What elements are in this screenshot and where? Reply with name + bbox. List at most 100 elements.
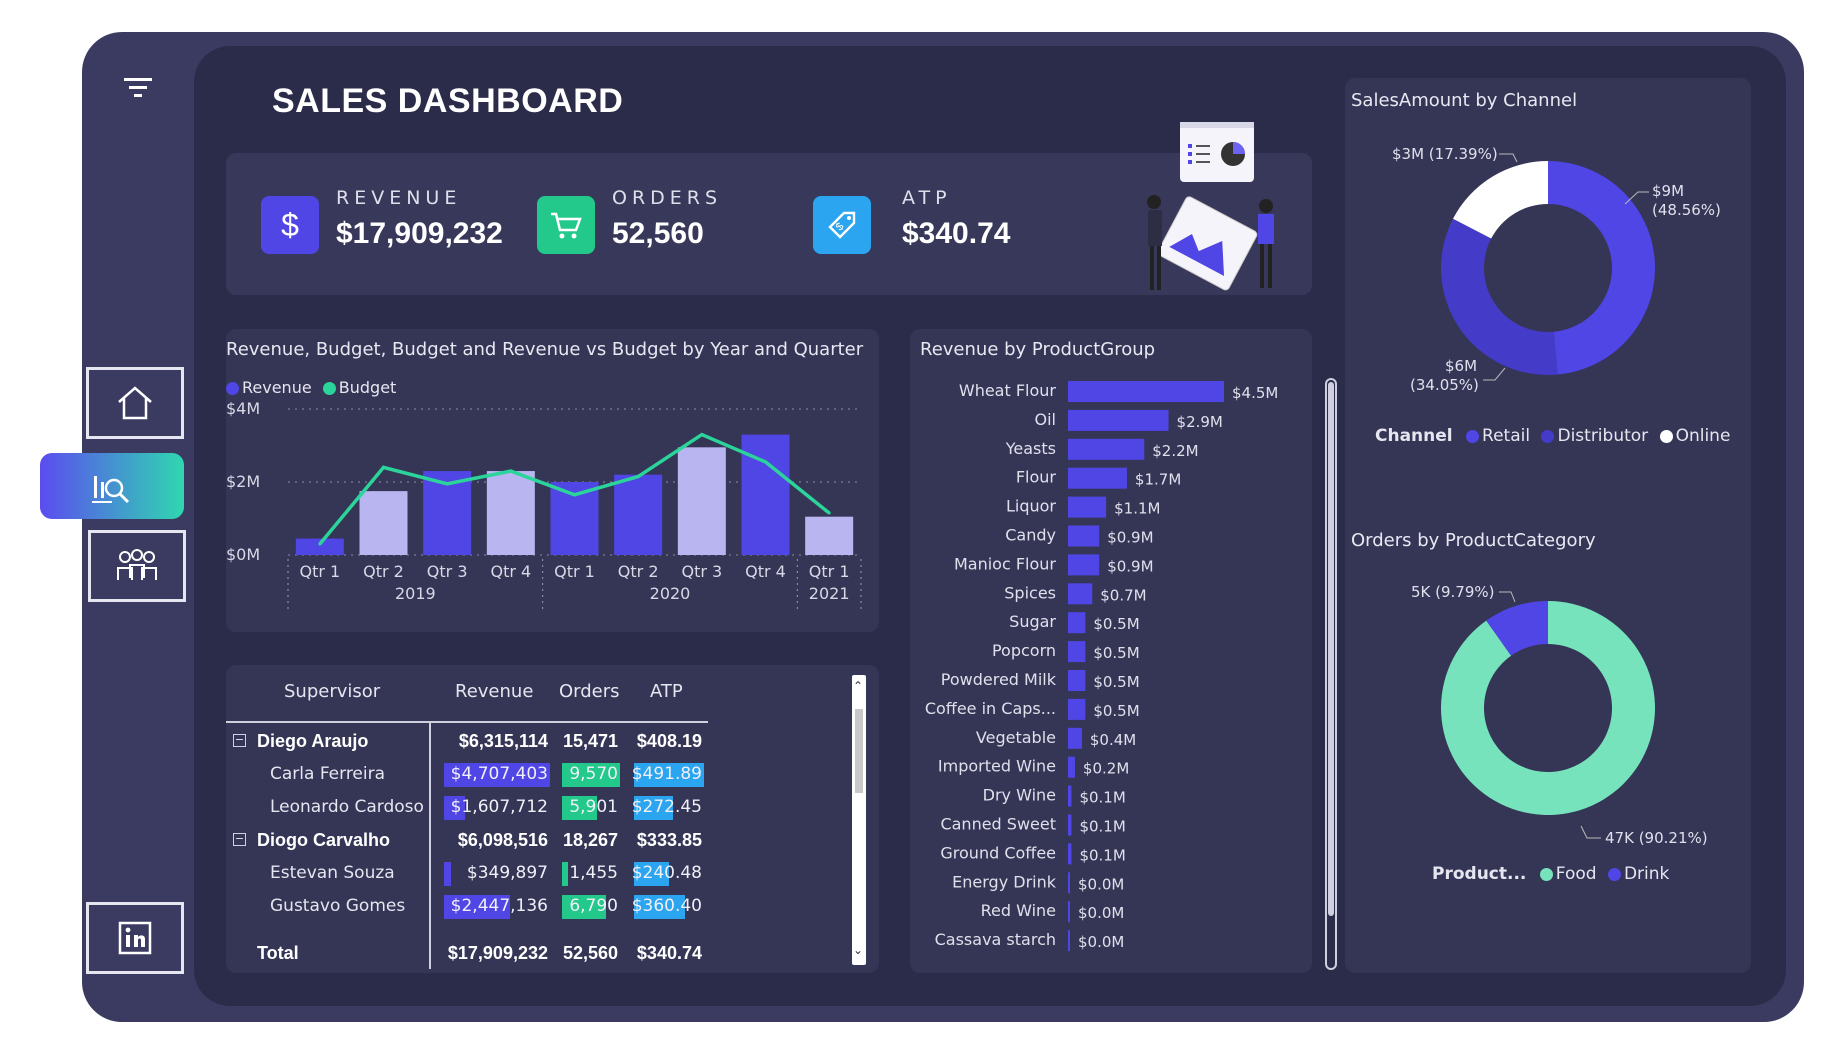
product-bar xyxy=(1068,583,1093,605)
category-title: Orders by ProductCategory xyxy=(1351,530,1596,551)
slice-food xyxy=(1441,601,1655,815)
category-label: Liquor xyxy=(1006,497,1056,516)
data-bar xyxy=(562,796,597,820)
table-group-row[interactable]: − Diego Araujo $6,315,114 15,471 $408.19 xyxy=(226,725,708,758)
slice-label-online: $3M (17.39%) xyxy=(1392,145,1498,163)
supervisor-name: Estevan Souza xyxy=(270,863,395,883)
product-value-label: $0.7M xyxy=(1100,586,1146,604)
col-atp-header[interactable]: ATP xyxy=(650,681,683,702)
dollar-icon: $ xyxy=(261,196,319,254)
cell-atp: $240.48 xyxy=(631,863,702,883)
total-orders: 52,560 xyxy=(562,943,618,963)
linkedin-icon xyxy=(118,921,152,955)
col-supervisor-header[interactable]: Supervisor xyxy=(284,681,381,702)
y-tick-label: $2M xyxy=(226,472,260,491)
category-label: Sugar xyxy=(1009,612,1056,631)
col-revenue-header[interactable]: Revenue xyxy=(455,681,534,702)
product-value-label: $0.5M xyxy=(1093,702,1139,720)
cell-revenue: $6,098,516 xyxy=(457,830,548,850)
data-bar xyxy=(444,763,550,787)
data-bar xyxy=(562,895,606,919)
data-bar xyxy=(634,796,673,820)
kpi-atp-value: $340.74 xyxy=(902,217,1011,250)
category-label: Powdered Milk xyxy=(941,670,1057,689)
revenue-bar xyxy=(741,434,790,555)
revenue-budget-title: Revenue, Budget, Budget and Revenue vs B… xyxy=(226,339,864,360)
nav-analysis-button[interactable] xyxy=(40,453,184,519)
table-total-row: Total $17,909,232 52,560 $340.74 xyxy=(226,939,708,967)
budget-point xyxy=(573,493,576,497)
category-legend-title: Product... xyxy=(1432,864,1527,884)
table-row[interactable]: Gustavo Gomes $2,447,136 6,790 $360.40 xyxy=(226,890,708,921)
x-tick-label: Qtr 1 xyxy=(554,562,595,581)
table-group-row[interactable]: − Diogo Carvalho $6,098,516 18,267 $333.85 xyxy=(226,824,708,857)
data-bar xyxy=(562,763,620,787)
x-tick-label: Qtr 2 xyxy=(363,562,404,581)
channel-donut-chart: $9M(48.56%) $6M(34.05%) $3M (17.39%) xyxy=(1392,145,1721,394)
y-tick-label: $0M xyxy=(226,545,260,564)
legend-retail: Retail xyxy=(1482,426,1531,446)
product-value-label: $0.1M xyxy=(1079,818,1125,836)
nav-team-button[interactable] xyxy=(88,530,186,602)
category-label: Coffee in Caps... xyxy=(925,699,1056,718)
category-label: Wheat Flour xyxy=(959,381,1057,400)
leader-line xyxy=(1624,191,1649,205)
product-group-title: Revenue by ProductGroup xyxy=(920,339,1156,360)
product-value-label: $1.1M xyxy=(1114,500,1160,518)
category-label: Yeasts xyxy=(1005,439,1056,458)
cell-atp: $360.40 xyxy=(631,896,702,916)
nav-linkedin-button[interactable] xyxy=(86,902,184,974)
home-icon xyxy=(118,386,152,420)
cell-revenue: $6,315,114 xyxy=(458,731,548,751)
nav-home-button[interactable] xyxy=(86,367,184,439)
table-scroll-thumb[interactable] xyxy=(855,709,863,793)
scroll-up-arrow[interactable]: ⌃ xyxy=(853,679,864,693)
slice-drink xyxy=(1486,601,1548,656)
supervisor-name: Diego Araujo xyxy=(257,731,369,751)
cell-orders: 15,471 xyxy=(562,731,618,751)
slice-online xyxy=(1453,161,1548,239)
data-bar xyxy=(634,895,686,919)
cell-atp: $491.89 xyxy=(631,764,702,784)
channel-legend-title: Channel xyxy=(1375,426,1453,446)
table-row[interactable]: Leonardo Cardoso $1,607,712 5,901 $272.45 xyxy=(226,791,708,824)
kpi-revenue-value: $17,909,232 xyxy=(336,217,503,250)
right-panel: SalesAmount by Channel $9M (48.56%) $6M (34… xyxy=(1345,78,1751,973)
product-group-scroll-thumb[interactable] xyxy=(1328,382,1334,916)
revenue-bar xyxy=(614,474,663,555)
product-bar xyxy=(1068,872,1070,894)
table-scrollbar[interactable]: ⌃ ⌄ xyxy=(852,675,866,965)
dashboard-illustration xyxy=(1147,122,1274,291)
slice-label-distributor: $6M xyxy=(1445,357,1477,375)
table-row[interactable]: Carla Ferreira $4,707,403 9,570 $491.89 xyxy=(226,758,708,791)
col-orders-header[interactable]: Orders xyxy=(559,681,620,702)
legend-budget: Budget xyxy=(338,378,397,397)
table-row[interactable]: Estevan Souza $349,897 1,455 $240.48 xyxy=(226,857,708,890)
category-label: Flour xyxy=(1016,468,1057,487)
filter-icon[interactable] xyxy=(122,76,154,102)
product-value-label: $0.0M xyxy=(1078,875,1124,893)
collapse-toggle-icon[interactable]: − xyxy=(233,832,246,846)
category-label: Ground Coffee xyxy=(940,843,1056,862)
product-value-label: $0.5M xyxy=(1093,615,1139,633)
collapse-toggle-icon[interactable]: − xyxy=(233,733,246,747)
cell-revenue: $349,897 xyxy=(466,863,548,883)
product-group-chart: Wheat Flour $4.5M Oil $2.9M Yeasts $2.2M Flour… xyxy=(925,381,1278,952)
category-label: Vegetable xyxy=(976,728,1056,747)
data-bar xyxy=(444,796,466,820)
product-value-label: $2.2M xyxy=(1152,442,1198,460)
revenue-bar xyxy=(486,471,535,555)
cell-atp: $333.85 xyxy=(636,830,702,850)
product-group-scrollbar[interactable] xyxy=(1325,378,1337,970)
cell-atp: $272.45 xyxy=(631,797,702,817)
cell-orders: 6,790 xyxy=(569,896,618,916)
product-value-label: $0.1M xyxy=(1079,789,1125,807)
product-bar xyxy=(1068,438,1145,460)
category-label: Imported Wine xyxy=(938,757,1056,776)
budget-point xyxy=(764,460,767,464)
budget-point xyxy=(636,475,640,479)
scroll-down-arrow[interactable]: ⌄ xyxy=(853,943,864,957)
budget-point xyxy=(318,542,322,546)
data-bar xyxy=(444,862,452,886)
x-tick-label: Qtr 3 xyxy=(681,562,722,581)
